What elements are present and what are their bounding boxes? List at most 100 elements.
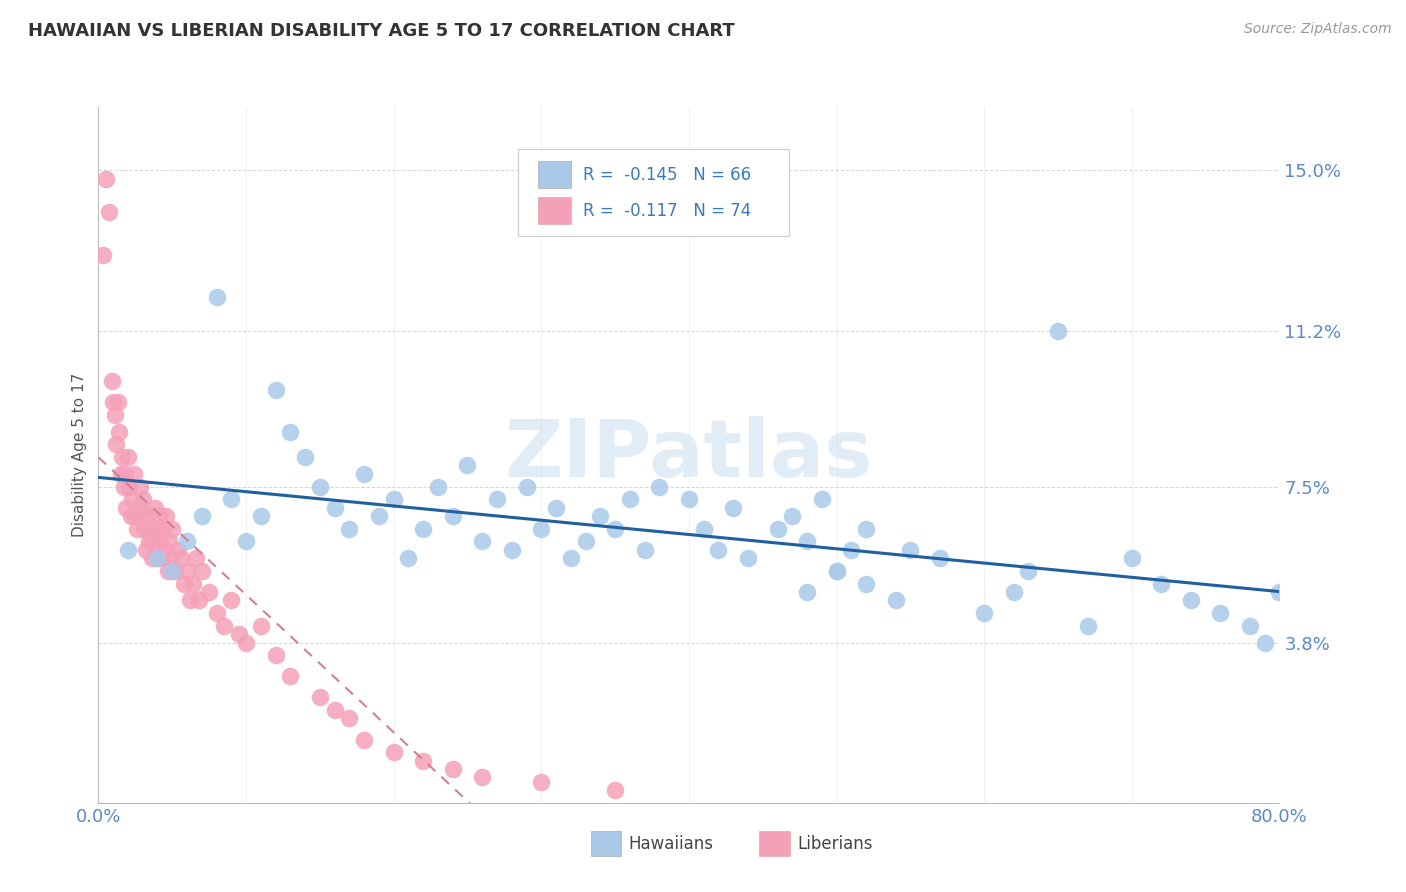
Point [91,247,114,261]
Point [309,690,332,705]
Point [212,618,235,632]
Point [900,542,922,557]
Text: Liberians: Liberians [797,835,873,853]
Point [412,754,434,768]
Point [112,479,135,493]
Point [1209,606,1232,620]
Point [149,534,172,549]
Point [138,534,160,549]
Point [250,618,273,632]
Text: Hawaiians: Hawaiians [628,835,713,853]
Point [162,522,183,536]
Point [294,450,316,464]
Point [152,522,174,536]
Point [176,564,198,578]
Point [471,534,494,549]
Point [179,593,201,607]
Point [165,564,187,578]
Point [250,509,273,524]
Point [337,522,360,536]
Point [839,542,862,557]
Point [156,564,179,578]
Text: R =  -0.117   N = 74: R = -0.117 N = 74 [582,202,751,219]
Point [141,551,163,566]
Point [135,542,157,557]
FancyBboxPatch shape [537,197,571,224]
Point [530,774,553,789]
Text: ZIPatlas: ZIPatlas [505,416,873,494]
FancyBboxPatch shape [517,149,789,235]
Point [181,576,204,591]
Point [139,522,162,536]
Point [205,290,228,304]
Point [648,479,671,493]
Point [191,564,214,578]
Point [1180,593,1202,607]
Point [128,479,150,493]
Point [368,509,391,524]
Point [184,551,207,566]
Point [1017,564,1039,578]
Point [94,171,117,186]
Point [129,509,152,524]
Point [619,492,641,507]
Point [1002,585,1025,599]
Text: Source: ZipAtlas.com: Source: ZipAtlas.com [1244,22,1392,37]
Point [560,551,582,566]
Point [219,492,242,507]
Point [105,437,128,451]
Point [148,509,170,524]
Point [589,509,612,524]
Point [97,205,120,219]
Point [122,467,145,481]
Point [1254,635,1277,649]
Point [264,648,287,663]
Point [150,551,173,566]
Point [107,395,129,409]
Point [353,467,375,481]
Point [825,564,848,578]
Point [157,534,180,549]
Point [187,593,209,607]
Point [605,783,627,797]
Point [337,711,360,725]
Point [456,458,478,473]
Point [205,606,228,620]
Point [120,509,142,524]
Point [145,522,167,536]
Point [810,492,832,507]
Point [441,509,464,524]
Point [264,383,287,397]
Point [121,492,143,507]
Point [382,492,405,507]
Point [100,374,122,388]
Point [142,534,165,549]
Point [884,593,907,607]
Point [118,479,141,493]
Point [278,669,302,683]
Point [143,500,166,515]
Point [928,551,950,566]
Point [605,522,627,536]
Point [162,564,183,578]
Point [170,551,193,566]
Point [127,500,149,515]
Point [235,635,257,649]
Point [1268,585,1291,599]
Point [1046,324,1069,338]
Point [309,479,332,493]
Point [796,534,818,549]
Point [323,500,346,515]
Point [104,408,127,422]
Point [228,627,250,641]
Point [173,576,195,591]
Point [167,542,190,557]
Point [737,551,759,566]
Point [136,509,159,524]
Point [633,542,655,557]
Point [382,745,405,759]
Point [530,522,553,536]
Point [323,703,346,717]
Point [191,509,214,524]
Point [678,492,700,507]
